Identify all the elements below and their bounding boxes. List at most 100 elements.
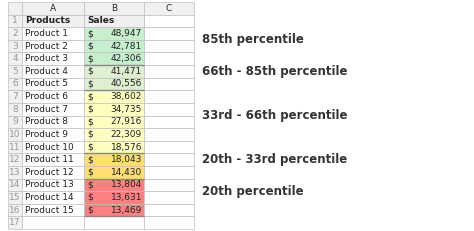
Bar <box>22 204 84 216</box>
Text: Product 3: Product 3 <box>25 54 68 63</box>
Bar <box>22 15 84 27</box>
Bar <box>144 90 194 103</box>
Text: 18,043: 18,043 <box>110 155 142 164</box>
Bar <box>84 27 144 40</box>
Text: Product 15: Product 15 <box>25 206 74 215</box>
Text: 41,471: 41,471 <box>111 67 142 76</box>
Text: 18,576: 18,576 <box>110 143 142 152</box>
Bar <box>8 153 22 166</box>
Text: 1: 1 <box>12 16 18 25</box>
Bar <box>84 52 144 65</box>
Text: 3: 3 <box>12 42 18 51</box>
Text: 34,735: 34,735 <box>110 105 142 114</box>
Bar <box>8 179 22 191</box>
Text: $: $ <box>87 105 93 114</box>
Text: 38,602: 38,602 <box>110 92 142 101</box>
Bar <box>84 128 144 141</box>
Bar <box>8 90 22 103</box>
Bar <box>22 191 84 204</box>
Text: Product 6: Product 6 <box>25 92 68 101</box>
Text: 16: 16 <box>9 206 21 215</box>
Bar <box>84 90 144 103</box>
Text: Product 13: Product 13 <box>25 180 74 189</box>
Text: 13,631: 13,631 <box>110 193 142 202</box>
Text: 17: 17 <box>9 218 21 227</box>
Bar <box>144 179 194 191</box>
Text: 33rd - 66th percentile: 33rd - 66th percentile <box>202 109 347 122</box>
Bar <box>84 15 144 27</box>
Text: Product 4: Product 4 <box>25 67 68 76</box>
Text: 7: 7 <box>12 92 18 101</box>
Bar <box>84 216 144 229</box>
Text: 8: 8 <box>12 105 18 114</box>
Bar <box>84 179 144 191</box>
Text: A: A <box>50 4 56 13</box>
Text: Product 11: Product 11 <box>25 155 74 164</box>
Bar <box>8 128 22 141</box>
Text: 14,430: 14,430 <box>111 168 142 177</box>
Bar <box>8 116 22 128</box>
Text: Sales: Sales <box>87 16 114 25</box>
Bar <box>8 204 22 216</box>
Text: 20th - 33rd percentile: 20th - 33rd percentile <box>202 153 347 166</box>
Text: Product 8: Product 8 <box>25 117 68 126</box>
Bar <box>144 27 194 40</box>
Bar <box>144 65 194 78</box>
Text: 27,916: 27,916 <box>110 117 142 126</box>
Bar <box>22 179 84 191</box>
Bar <box>84 191 144 204</box>
Text: 14: 14 <box>9 180 21 189</box>
Bar <box>8 27 22 40</box>
Bar <box>8 52 22 65</box>
Bar <box>144 191 194 204</box>
Text: $: $ <box>87 79 93 88</box>
Text: 10: 10 <box>9 130 21 139</box>
Bar <box>144 116 194 128</box>
Text: Product 12: Product 12 <box>25 168 73 177</box>
Bar <box>84 40 144 52</box>
Text: $: $ <box>87 155 93 164</box>
Text: 20th percentile: 20th percentile <box>202 185 304 198</box>
Text: Product 10: Product 10 <box>25 143 74 152</box>
Text: 13: 13 <box>9 168 21 177</box>
Text: $: $ <box>87 29 93 38</box>
Bar <box>8 103 22 116</box>
Text: Product 9: Product 9 <box>25 130 68 139</box>
Bar <box>8 216 22 229</box>
Bar <box>8 65 22 78</box>
Bar <box>144 52 194 65</box>
Bar <box>144 166 194 179</box>
Text: $: $ <box>87 117 93 126</box>
Bar <box>84 166 144 179</box>
Text: Product 14: Product 14 <box>25 193 73 202</box>
Bar <box>84 141 144 153</box>
Text: 4: 4 <box>12 54 18 63</box>
Bar <box>22 141 84 153</box>
Text: 13,469: 13,469 <box>110 206 142 215</box>
Text: 42,781: 42,781 <box>111 42 142 51</box>
Bar <box>144 153 194 166</box>
Bar <box>22 65 84 78</box>
Text: 12: 12 <box>9 155 21 164</box>
Bar <box>84 65 144 78</box>
Text: Product 5: Product 5 <box>25 79 68 88</box>
Text: $: $ <box>87 130 93 139</box>
Text: 6: 6 <box>12 79 18 88</box>
Text: 11: 11 <box>9 143 21 152</box>
Text: 48,947: 48,947 <box>111 29 142 38</box>
Bar <box>22 27 84 40</box>
Text: 85th percentile: 85th percentile <box>202 33 304 46</box>
Bar <box>144 40 194 52</box>
Bar <box>22 40 84 52</box>
Bar <box>84 2 144 15</box>
Bar <box>22 103 84 116</box>
Text: 66th - 85th percentile: 66th - 85th percentile <box>202 65 347 78</box>
Bar <box>8 141 22 153</box>
Bar <box>8 191 22 204</box>
Text: 13,804: 13,804 <box>110 180 142 189</box>
Bar <box>8 40 22 52</box>
Text: $: $ <box>87 54 93 63</box>
Text: 5: 5 <box>12 67 18 76</box>
Bar <box>84 103 144 116</box>
Bar <box>22 2 84 15</box>
